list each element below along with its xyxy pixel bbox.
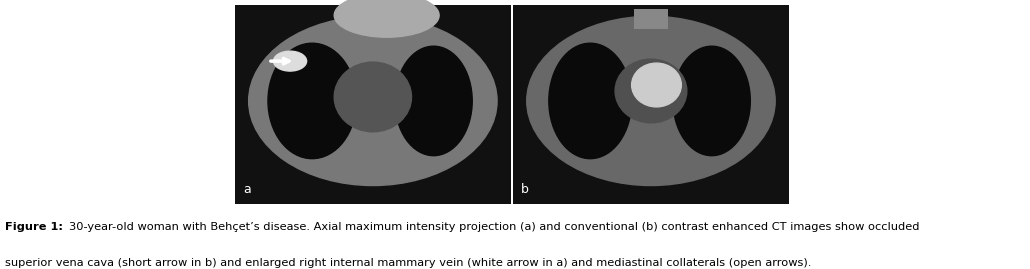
Ellipse shape [334,0,439,37]
Text: a: a [243,183,251,196]
Ellipse shape [394,46,472,156]
Ellipse shape [549,43,631,159]
Ellipse shape [631,63,681,107]
Text: Figure 1:: Figure 1: [5,222,63,232]
Ellipse shape [334,62,412,132]
Bar [634,9,667,29]
Text: 30-year-old woman with Behçet’s disease. Axial maximum intensity projection (a) : 30-year-old woman with Behçet’s disease.… [69,222,920,232]
Text: b: b [521,183,529,196]
Ellipse shape [274,51,307,71]
Ellipse shape [248,16,497,186]
Ellipse shape [615,59,687,123]
Text: superior vena cava (short arrow in b) and enlarged right internal mammary vein (: superior vena cava (short arrow in b) an… [5,258,812,268]
Bar [513,5,789,204]
Ellipse shape [268,43,356,159]
Ellipse shape [526,16,776,186]
Bar [235,5,511,204]
Ellipse shape [673,46,750,156]
